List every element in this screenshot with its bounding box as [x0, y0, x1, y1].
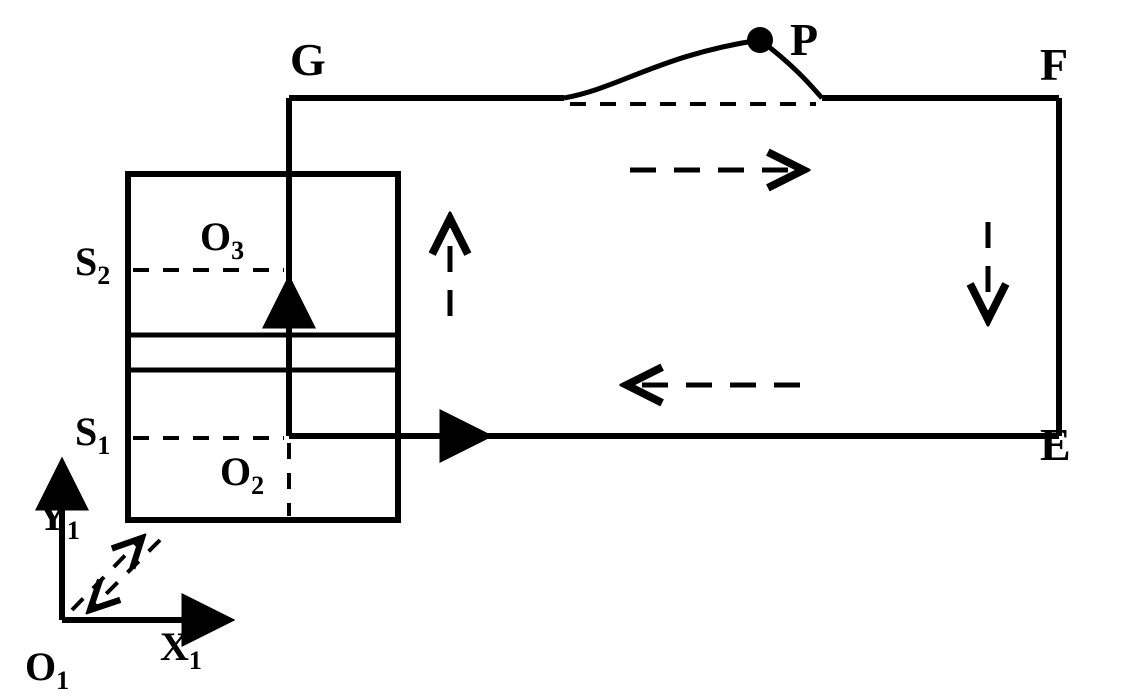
label-s1: S1 — [75, 409, 110, 460]
small-rect-bands — [128, 335, 398, 370]
small-rectangle — [128, 174, 398, 520]
label-g: G — [290, 34, 326, 85]
label-o2: O2 — [220, 449, 264, 500]
large-rectangle — [289, 98, 1059, 436]
diag-arrow-down — [92, 540, 160, 608]
bump-curve — [564, 40, 822, 98]
label-s2: S2 — [75, 239, 110, 290]
label-o1: O1 — [25, 644, 69, 695]
labels-group: G F P E S2 S1 O3 O2 Y1 X1 O1 — [25, 14, 1071, 695]
label-o3: O3 — [200, 214, 244, 265]
label-x1: X1 — [160, 624, 202, 675]
label-e: E — [1040, 419, 1071, 470]
diag-arrow-up — [72, 540, 140, 610]
label-p: P — [790, 14, 818, 65]
point-p — [747, 27, 773, 53]
label-f: F — [1040, 39, 1068, 90]
label-y1: Y1 — [38, 494, 80, 545]
small-rect-dashed-levels — [133, 270, 284, 438]
diagram-canvas: G F P E S2 S1 O3 O2 Y1 X1 O1 — [0, 0, 1134, 697]
